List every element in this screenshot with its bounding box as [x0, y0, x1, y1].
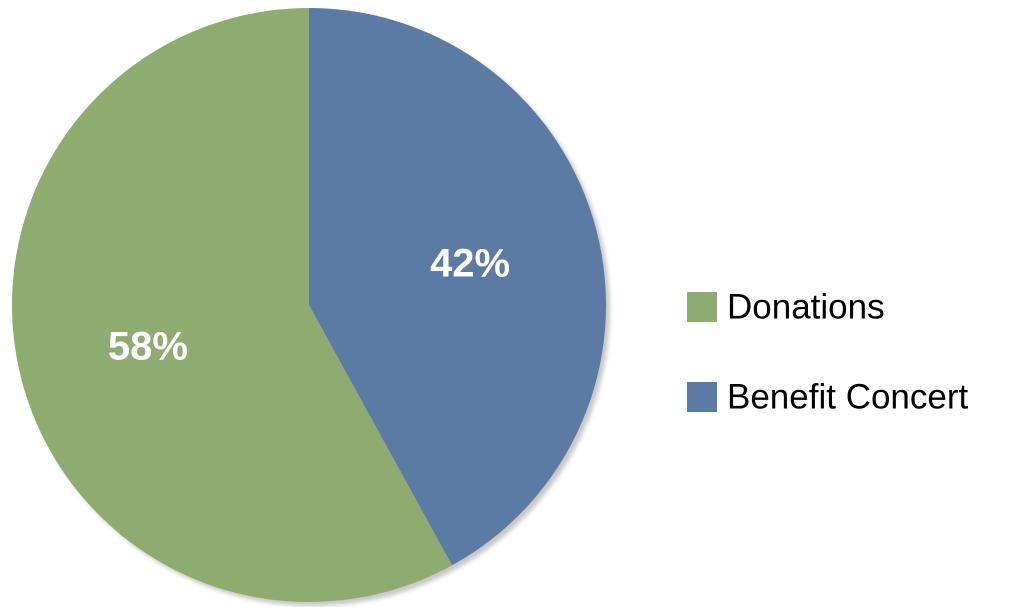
- legend-swatch: [687, 292, 717, 322]
- legend: Donations Benefit Concert: [687, 288, 969, 417]
- slice-value-label: 58%: [108, 324, 188, 368]
- legend-swatch: [687, 382, 717, 412]
- slice-value-label: 42%: [430, 242, 510, 286]
- legend-label: Benefit Concert: [727, 378, 969, 417]
- legend-label: Donations: [727, 288, 885, 327]
- pie-slice-benefit-concert: [309, 8, 606, 566]
- pie-slice-donations: [11, 8, 453, 602]
